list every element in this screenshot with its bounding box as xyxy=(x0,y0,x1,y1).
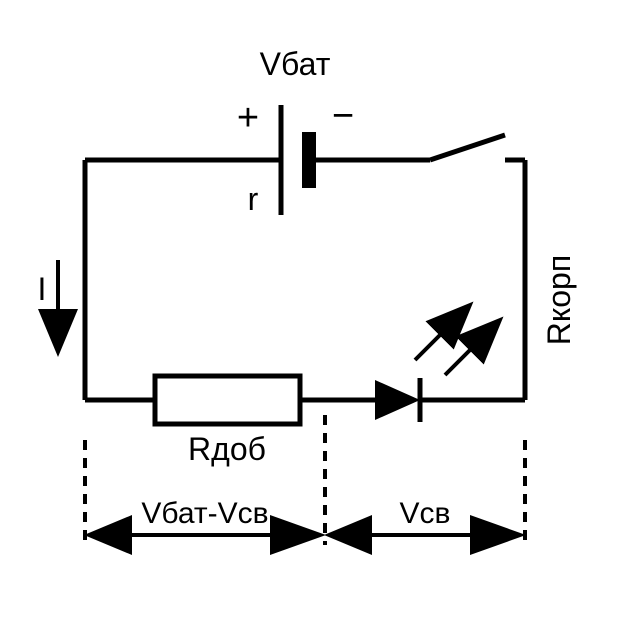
resistor-series xyxy=(155,376,300,424)
circuit-schematic: Vбат + − r I Rдоб Rкорп Vбат-Vсв Vсв xyxy=(0,0,620,620)
label-v-left: Vбат-Vсв xyxy=(141,497,268,530)
label-vbat: Vбат xyxy=(260,46,331,82)
label-minus: − xyxy=(332,95,354,137)
led-arrow-1 xyxy=(415,310,465,360)
diode-triangle xyxy=(375,380,420,420)
label-r-case: Rкорп xyxy=(541,255,577,345)
label-r-add: Rдоб xyxy=(188,431,266,467)
led-arrow-2 xyxy=(445,325,495,375)
label-v-right: Vсв xyxy=(400,497,451,530)
label-r-internal: r xyxy=(248,181,259,217)
label-current: I xyxy=(38,271,47,307)
switch-arm xyxy=(430,135,505,160)
label-plus: + xyxy=(237,97,259,139)
